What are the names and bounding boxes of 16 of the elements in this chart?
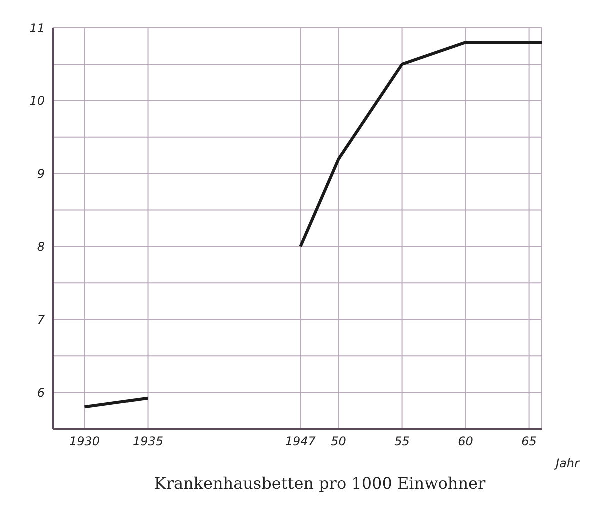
text: Krankenhausbetten pro 1000 Einwohner (153, 474, 487, 493)
x-tick-label: 65 (522, 434, 537, 449)
line-series (299, 41, 542, 248)
x-tick-label: 50 (331, 434, 347, 449)
y-tick-label: 11 (30, 21, 45, 36)
y-tick-label: 8 (37, 240, 46, 254)
x-tick-label: 60 (458, 434, 474, 449)
x-axis-title: Jahr (554, 456, 580, 470)
x-tick-label: 1930 (69, 434, 100, 449)
y-tick-label: 7 (37, 312, 46, 327)
y-tick-label: 9 (37, 167, 45, 182)
x-tick-label: 1935 (132, 434, 164, 449)
y-tick-label: 10 (30, 94, 46, 108)
x-tick-label: 1947 (285, 434, 316, 449)
y-tick-label: 6 (37, 386, 46, 400)
x-tick-label: 55 (394, 434, 410, 449)
